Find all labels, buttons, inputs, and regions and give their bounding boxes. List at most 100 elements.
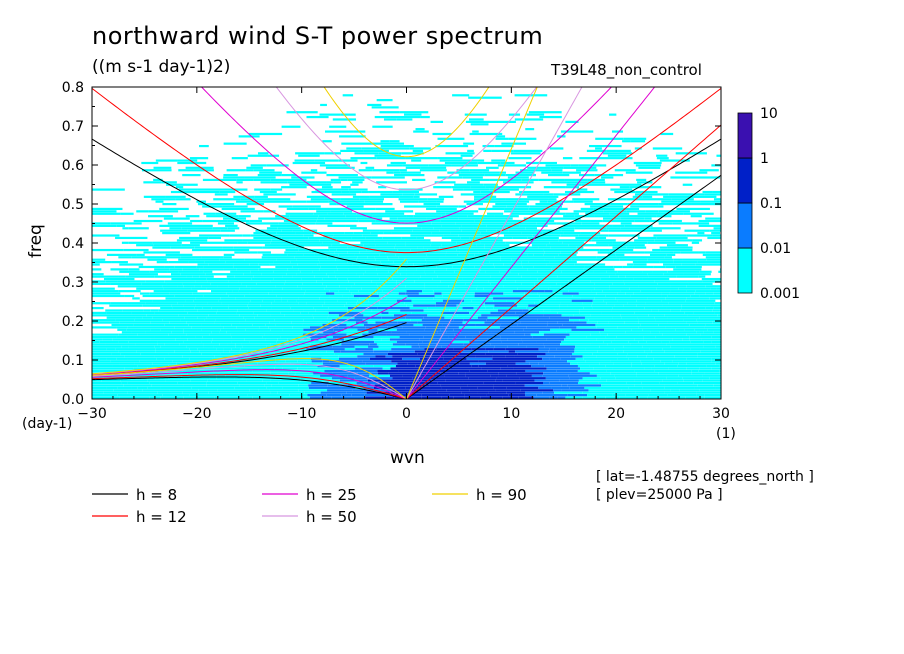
spectrum-cell (446, 389, 470, 392)
spectrum-cell (287, 181, 316, 184)
spectrum-cell (385, 355, 393, 358)
spectrum-cell (191, 386, 202, 389)
spectrum-cell (489, 120, 516, 123)
spectrum-cell (159, 224, 170, 227)
spectrum-cell (445, 369, 470, 373)
colorbar-label: 0.001 (760, 286, 800, 302)
spectrum-cell (642, 386, 665, 389)
spectrum-cell (258, 268, 288, 271)
spectrum-cell (545, 352, 572, 356)
spectrum-cell (281, 299, 288, 302)
spectrum-cell (327, 256, 358, 259)
spectrum-cell (674, 355, 698, 358)
spectrum-cell (340, 198, 360, 201)
spectrum-cell (625, 171, 653, 174)
spectrum-cell (638, 166, 661, 169)
spectrum-cell (142, 294, 175, 298)
spectrum-cell (653, 357, 678, 360)
spectrum-cell (469, 311, 491, 315)
spectrum-cell (185, 166, 214, 169)
spectrum-cell (92, 396, 120, 399)
spectrum-cell (92, 282, 111, 285)
spectrum-cell (525, 394, 537, 397)
spectrum-cell (675, 265, 702, 269)
spectrum-cell (452, 265, 475, 269)
spectrum-cell (396, 340, 423, 344)
spectrum-cell (370, 292, 378, 295)
spectrum-cell (284, 217, 318, 220)
spectrum-cell (187, 338, 213, 341)
spectrum-cell (504, 227, 526, 230)
spectrum-cell (110, 222, 142, 225)
spectrum-cell (347, 207, 376, 211)
spectrum-cell (339, 379, 368, 382)
spectrum-cell (128, 345, 155, 348)
spectrum-cell (265, 338, 278, 341)
spectrum-cell (596, 241, 613, 244)
spectrum-cell (427, 306, 446, 310)
spectrum-cell (550, 246, 577, 249)
spectrum-cell (160, 328, 184, 331)
spectrum-cell (368, 290, 376, 293)
spectrum-cell (147, 386, 161, 389)
spectrum-cell (634, 193, 669, 196)
spectrum-cell (406, 290, 423, 293)
spectrum-cell (543, 314, 562, 317)
spectrum-cell (406, 215, 414, 218)
metadata-plev: [ plev=25000 Pa ] (596, 487, 723, 503)
spectrum-cell (458, 217, 480, 220)
spectrum-cell (683, 348, 691, 351)
spectrum-cell (461, 224, 487, 227)
spectrum-cell (597, 350, 624, 353)
spectrum-cell (277, 227, 301, 230)
spectrum-cell (616, 335, 644, 339)
spectrum-cell (519, 377, 546, 380)
spectrum-cell (553, 193, 581, 196)
spectrum-cell (647, 241, 676, 244)
spectrum-cell (675, 152, 707, 155)
spectrum-cell (206, 384, 240, 387)
spectrum-cell (171, 331, 184, 334)
spectrum-cell (244, 176, 276, 179)
legend-label: h = 25 (306, 486, 357, 504)
spectrum-cell (362, 319, 379, 322)
y-tick-label: 0.1 (62, 353, 84, 369)
spectrum-cell (341, 386, 356, 389)
spectrum-cell (183, 396, 215, 399)
dispersion-curves (92, 87, 721, 399)
spectrum-cell (571, 328, 605, 331)
spectrum-cell (486, 166, 499, 169)
spectrum-cell (351, 292, 371, 295)
spectrum-cell (612, 394, 626, 397)
spectrum-cell (658, 372, 692, 375)
spectrum-cell (169, 321, 187, 324)
spectrum-cell (208, 314, 240, 317)
spectrum-cell (637, 236, 657, 240)
spectrum-cell (289, 304, 323, 307)
spectrum-cell (191, 287, 207, 290)
spectrum-cell (487, 316, 502, 319)
spectrum-cell (604, 328, 632, 331)
spectrum-cell (300, 379, 330, 382)
spectrum-cell (243, 316, 255, 319)
spectrum-cell (214, 193, 228, 196)
spectrum-cell (423, 309, 450, 312)
spectrum-cell (434, 270, 455, 273)
spectrum-cell (236, 178, 254, 182)
spectrum-cell (599, 248, 610, 252)
spectrum-cell (607, 253, 616, 256)
spectrum-cell (241, 360, 260, 363)
spectrum-cell (206, 203, 235, 206)
spectrum-cell (515, 357, 543, 360)
spectrum-cell (365, 261, 381, 264)
spectrum-cell (351, 236, 366, 240)
spectrum-cell (575, 277, 601, 281)
spectrum-cell (301, 287, 325, 290)
x-axis-label: wvn (390, 448, 425, 468)
spectrum-cell (318, 338, 327, 341)
spectrum-cell (282, 386, 309, 389)
spectrum-cell (140, 292, 150, 295)
spectrum-cell (92, 357, 100, 360)
spectrum-cell (465, 372, 499, 375)
spectrum-cell (252, 396, 282, 399)
